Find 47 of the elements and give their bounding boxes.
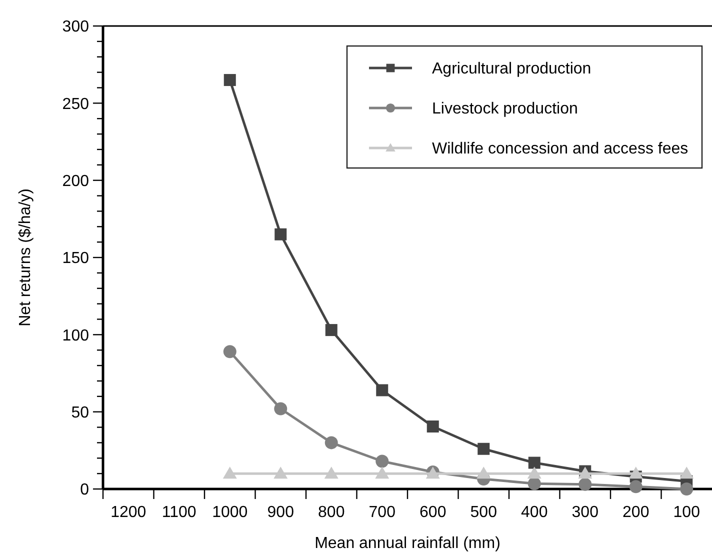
point [476, 466, 491, 479]
x-axis-title: Mean annual rainfall (mm) [314, 535, 500, 552]
y-tick-label: 100 [62, 327, 90, 344]
point [375, 466, 390, 479]
point [324, 466, 338, 479]
point [628, 466, 643, 479]
legend-label: Agricultural production [432, 60, 592, 78]
point [527, 466, 542, 479]
x-tick-label: 1200 [110, 504, 146, 521]
point [324, 436, 338, 450]
point [274, 466, 288, 479]
x-tick-label: 400 [521, 504, 548, 521]
y-tick-label: 250 [62, 96, 90, 113]
point [376, 454, 389, 468]
point [478, 442, 490, 455]
point [680, 482, 694, 496]
x-tick-label: 500 [470, 504, 498, 521]
x-tick-label: 200 [622, 504, 650, 521]
y-tick-label: 300 [62, 18, 90, 36]
legend-label: Wildlife concession and access fees [432, 140, 688, 158]
point [376, 384, 388, 396]
point [578, 478, 592, 491]
x-tick-label: 300 [572, 504, 599, 521]
point [528, 477, 541, 490]
x-tick-label: 600 [420, 504, 446, 521]
y-tick-label: 0 [80, 482, 90, 499]
y-tick-label: 150 [62, 250, 90, 268]
x-tick-label: 700 [368, 504, 396, 521]
point [222, 466, 237, 479]
y-axis-title: Net returns ($/ha/y) [17, 188, 34, 326]
point [426, 420, 439, 432]
point [629, 480, 642, 494]
point [223, 345, 236, 358]
point [680, 466, 694, 479]
point [274, 228, 287, 240]
point [528, 456, 540, 469]
point [224, 74, 236, 86]
legend-label: Livestock production [432, 100, 578, 118]
y-tick-label: 200 [62, 172, 90, 190]
point [325, 324, 338, 336]
x-tick-label: 100 [673, 504, 700, 521]
y-tick-label: 50 [71, 404, 90, 422]
x-tick-label: 1000 [212, 504, 248, 521]
x-tick-label: 800 [318, 504, 345, 521]
x-tick-label: 1100 [162, 504, 196, 521]
x-tick-label: 900 [267, 504, 294, 521]
point [274, 402, 288, 416]
